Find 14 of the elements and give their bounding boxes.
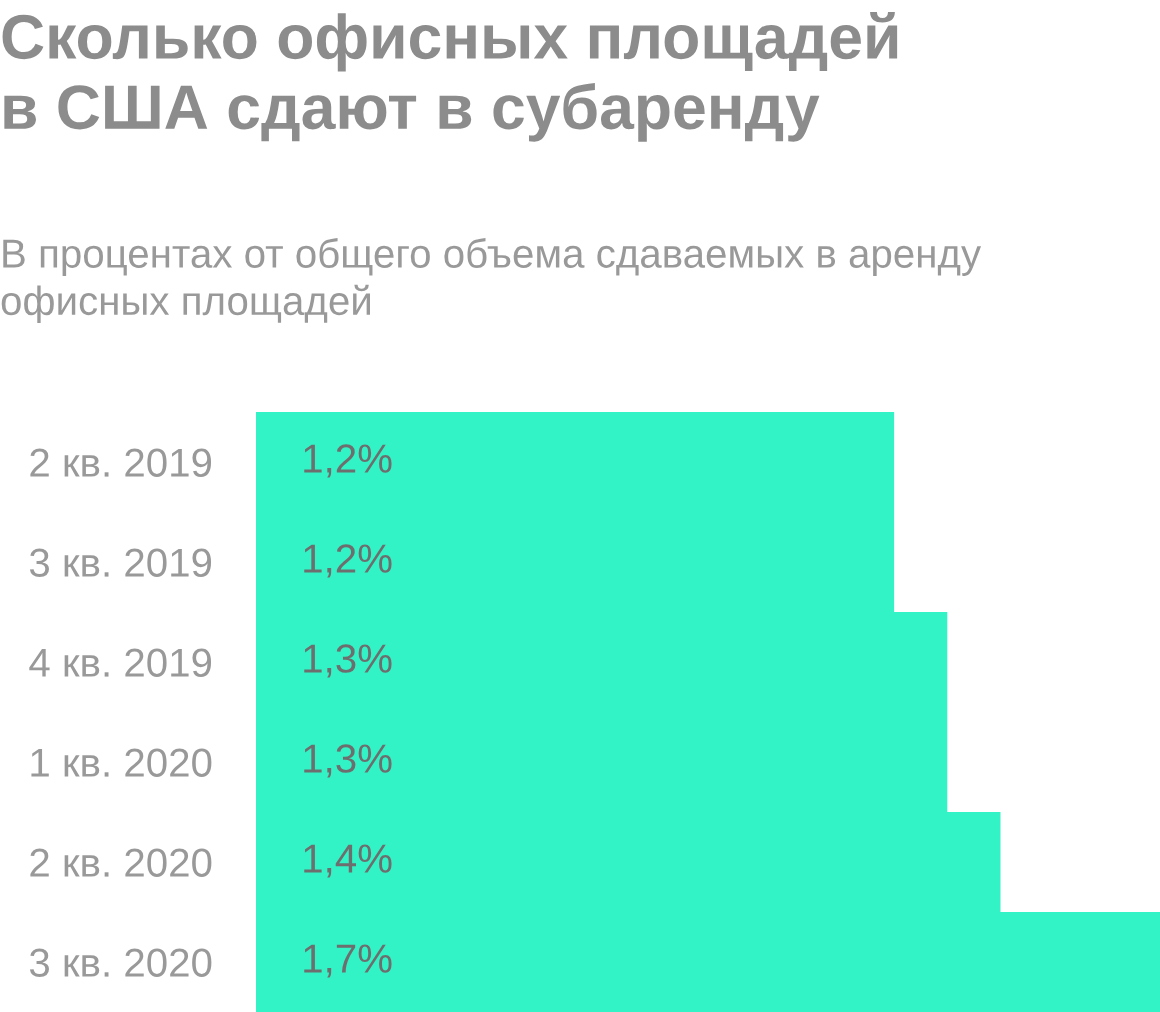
y-tick-label: 2 кв. 2019 <box>30 448 212 477</box>
y-tick-label: 4 кв. 2019 <box>29 648 212 677</box>
chart-title: Сколько офисных площадей в США сдают в субаренду <box>2 12 898 142</box>
y-tick-label: 2 кв. 2020 <box>30 848 212 877</box>
data-label: 1,3% <box>304 644 392 678</box>
y-tick-label: 3 кв. 2019 <box>29 548 212 577</box>
data-label: 1,2% <box>304 444 392 478</box>
data-label: 1,7% <box>304 944 392 978</box>
data-label: 1,2% <box>304 544 392 578</box>
y-tick-label: 1 кв. 2020 <box>31 748 212 777</box>
chart-subtitle: В процентах от общего объема сдаваемых в аренду офисных площадей <box>1 238 982 324</box>
data-label: 1,4% <box>304 844 392 878</box>
y-tick-label: 3 кв. 2020 <box>29 948 212 977</box>
data-label: 1,3% <box>304 744 392 778</box>
